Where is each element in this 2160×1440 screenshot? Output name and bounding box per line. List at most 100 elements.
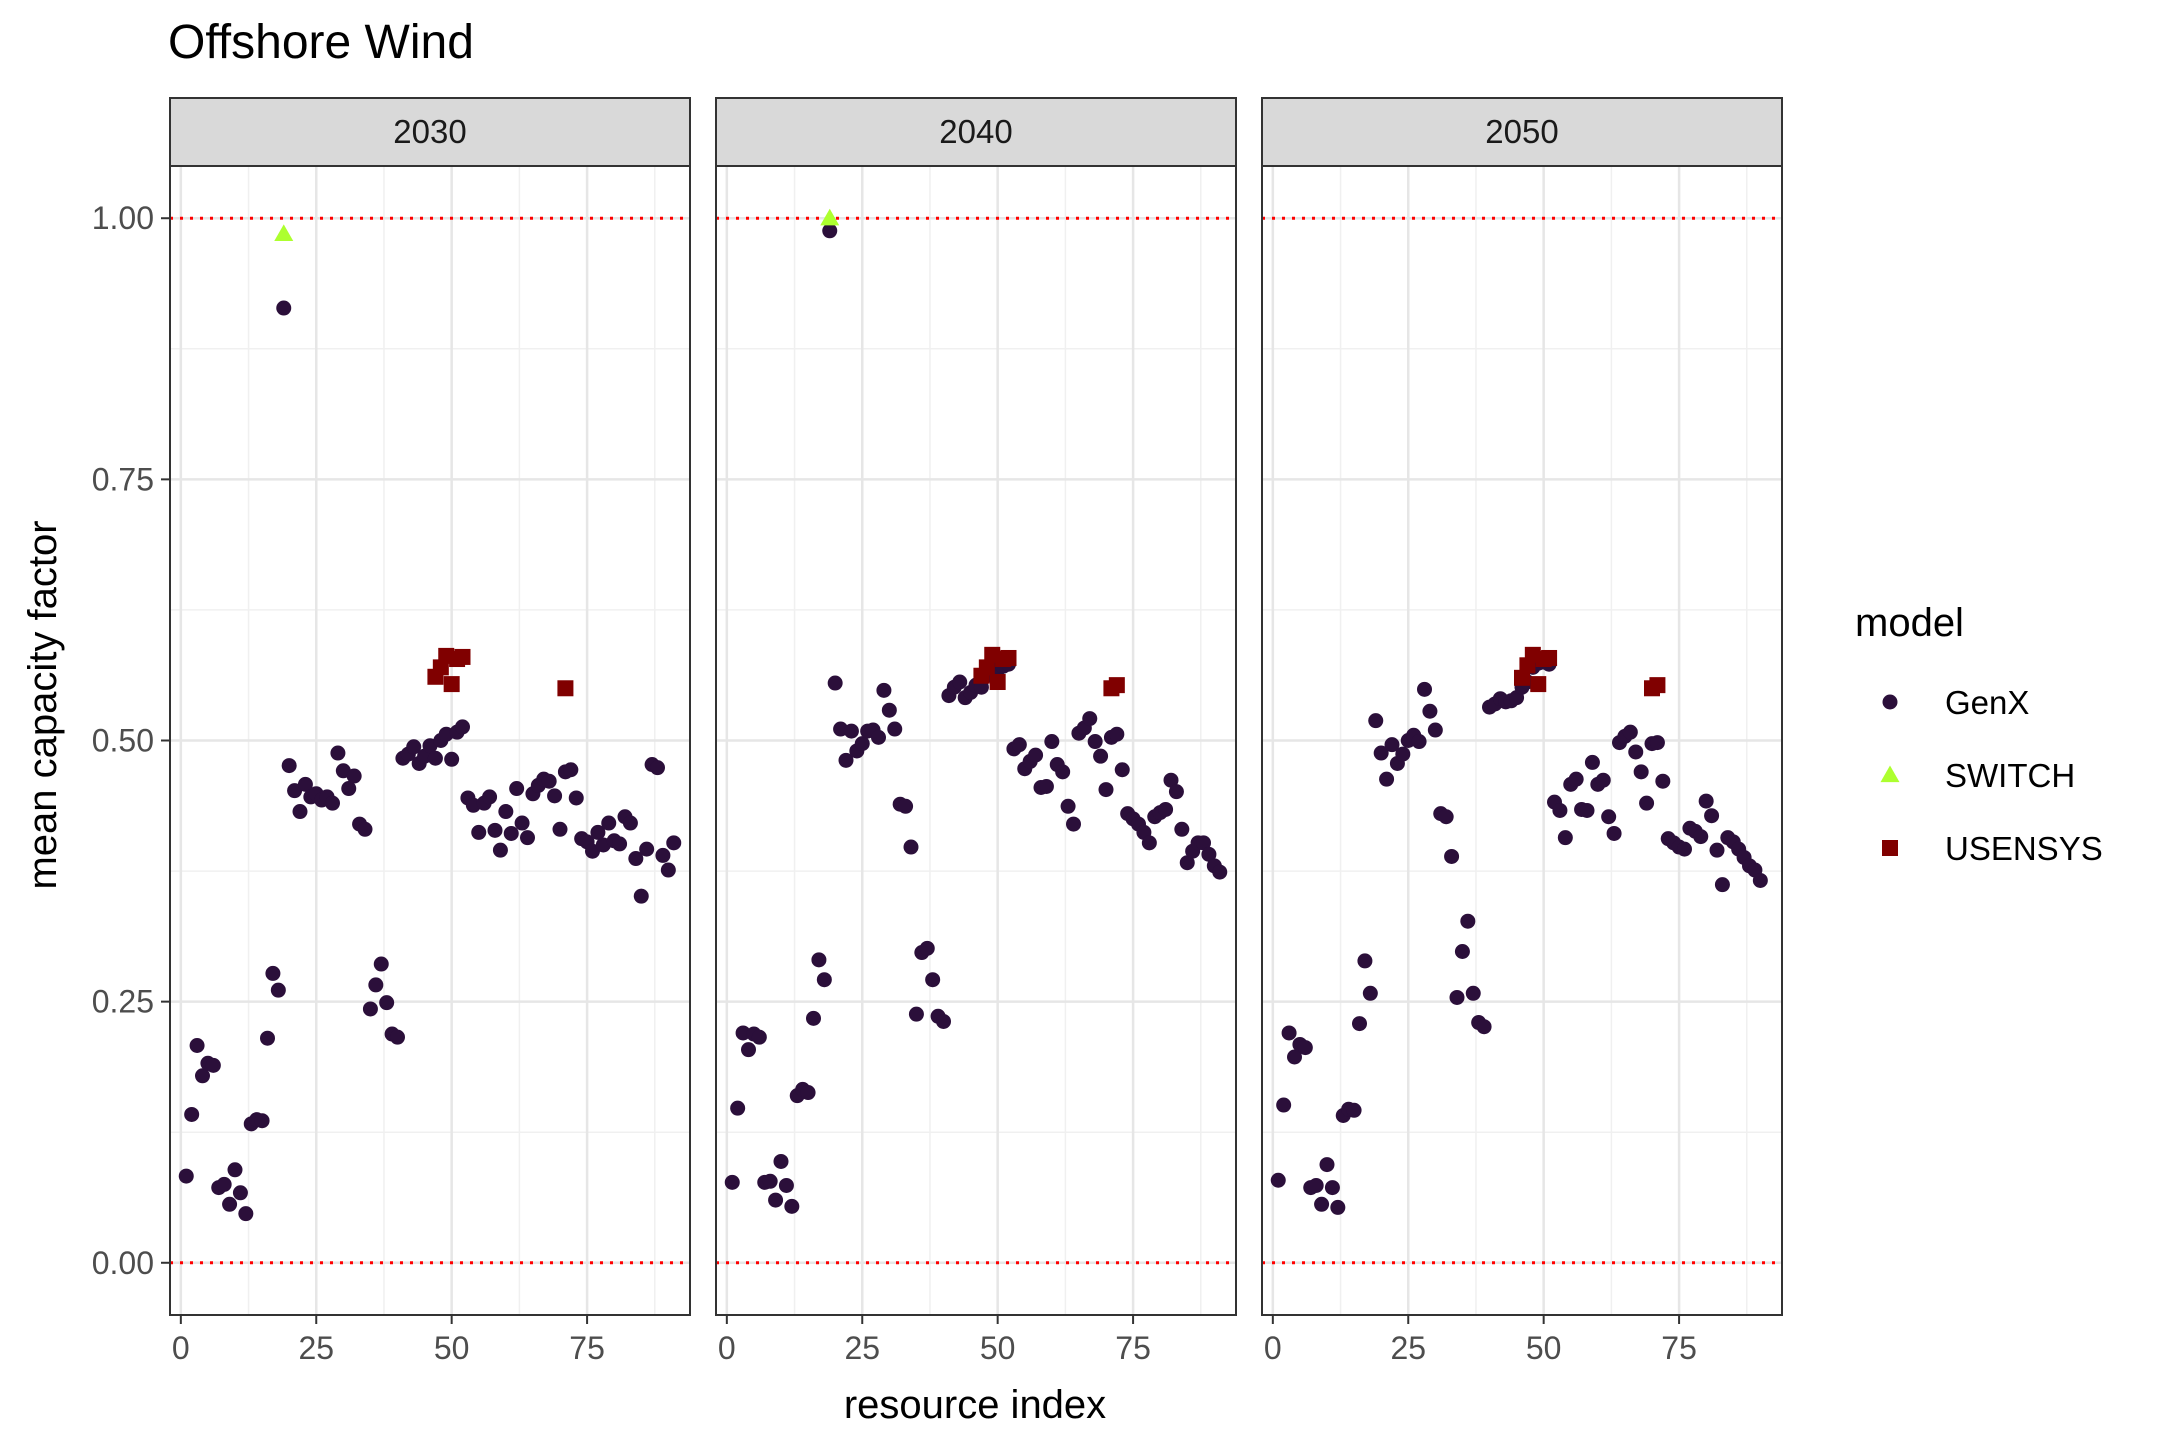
data-point-genx [1212, 864, 1228, 880]
x-tick-label: 50 [1526, 1330, 1562, 1366]
data-point-genx [227, 1162, 243, 1178]
data-point-genx [222, 1196, 238, 1212]
data-point-genx [427, 750, 443, 766]
data-point-genx [260, 1030, 275, 1046]
data-point-genx [1422, 703, 1438, 719]
data-point-genx [341, 781, 357, 797]
data-point-genx [357, 821, 373, 837]
data-point-genx [1281, 1025, 1297, 1041]
data-point-genx [1011, 737, 1027, 753]
data-point-genx [487, 822, 503, 838]
data-point-genx [406, 739, 422, 755]
data-point-genx [919, 940, 935, 956]
data-point-genx [1060, 798, 1076, 814]
data-point-genx [1174, 821, 1190, 837]
data-point-genx [287, 783, 303, 799]
data-point-genx [552, 821, 568, 837]
data-point-genx [1460, 913, 1476, 929]
data-point-switch [820, 208, 840, 226]
data-point-genx [1082, 711, 1098, 727]
data-point-genx [503, 825, 519, 841]
facet-strip [715, 97, 1237, 167]
data-point-genx [281, 758, 297, 774]
data-point-genx [871, 729, 886, 745]
data-point-genx [373, 956, 389, 972]
data-point-genx [1308, 1177, 1324, 1193]
facet-strip-label: 2040 [939, 113, 1012, 150]
data-point-genx [1276, 1097, 1292, 1113]
data-point-genx [773, 1153, 789, 1169]
data-point-genx [735, 1025, 751, 1041]
data-point-genx [195, 1068, 210, 1084]
data-point-genx [854, 736, 870, 752]
data-point-genx [1595, 772, 1611, 788]
data-point-genx [455, 719, 470, 735]
data-point-genx [1444, 848, 1460, 864]
data-point-genx [655, 847, 671, 863]
data-point-genx [1714, 877, 1730, 893]
data-point-genx [876, 682, 892, 698]
y-tick-label: 0.00 [92, 1245, 154, 1281]
data-point-genx [1655, 773, 1671, 789]
data-point-genx [903, 839, 919, 855]
data-point-usensys [443, 676, 460, 693]
data-point-genx [1465, 985, 1481, 1001]
data-point-genx [1622, 724, 1638, 740]
data-point-genx [346, 768, 362, 784]
data-point-usensys [978, 659, 995, 676]
legend-entry-genx: GenX [1882, 684, 2029, 721]
data-point-genx [925, 972, 941, 988]
data-point-usensys [1541, 649, 1558, 666]
data-point-genx [1752, 872, 1768, 888]
data-point-genx [1449, 989, 1465, 1005]
data-point-genx [1709, 842, 1725, 858]
data-point-genx [816, 972, 832, 988]
data-point-genx [1476, 1019, 1492, 1035]
data-point-genx [471, 824, 487, 840]
data-point-genx [1314, 1196, 1330, 1212]
data-point-genx [189, 1038, 205, 1054]
data-point-genx [784, 1198, 800, 1214]
x-tick-label: 0 [172, 1330, 190, 1366]
data-point-genx [1270, 1172, 1286, 1188]
data-point-genx [1287, 1049, 1302, 1065]
x-tick-label: 25 [298, 1330, 334, 1366]
legend-entry-usensys: USENSYS [1882, 830, 2103, 867]
y-tick-label: 0.50 [92, 723, 154, 759]
x-tick-label: 75 [1661, 1330, 1697, 1366]
data-point-genx [1168, 784, 1184, 800]
data-point-genx [492, 842, 508, 858]
series-genx [178, 300, 682, 1222]
data-point-genx [238, 1206, 254, 1222]
data-point-switch [274, 224, 294, 242]
chart-title: Offshore Wind [168, 16, 474, 69]
data-point-genx [952, 674, 968, 690]
panel-border [1261, 165, 1783, 1316]
data-point-genx [1093, 748, 1109, 764]
data-point-genx [730, 1100, 746, 1116]
legend: model GenX SWITCH USENSYS [1855, 601, 2103, 867]
x-tick-label: 75 [1115, 1330, 1151, 1366]
data-point-genx [1357, 953, 1373, 969]
data-point-genx [838, 752, 854, 768]
data-point-genx [1395, 746, 1411, 762]
data-point-genx [1454, 943, 1470, 959]
data-point-genx [368, 977, 384, 993]
y-tick-label: 1.00 [92, 200, 154, 236]
data-point-genx [1098, 782, 1114, 798]
data-point-genx [216, 1176, 232, 1192]
data-point-genx [1693, 829, 1709, 845]
data-point-genx [498, 804, 514, 820]
data-point-genx [1698, 793, 1714, 809]
data-point-genx [541, 773, 557, 789]
facet-strip [1261, 97, 1783, 167]
data-point-genx [806, 1010, 821, 1026]
data-point-genx [330, 745, 346, 761]
data-point-genx [778, 1177, 794, 1193]
data-point-genx [444, 751, 460, 767]
data-point-genx [1114, 762, 1130, 778]
data-point-genx [1346, 1102, 1362, 1118]
data-point-genx [297, 776, 313, 792]
data-point-genx [1163, 772, 1179, 788]
